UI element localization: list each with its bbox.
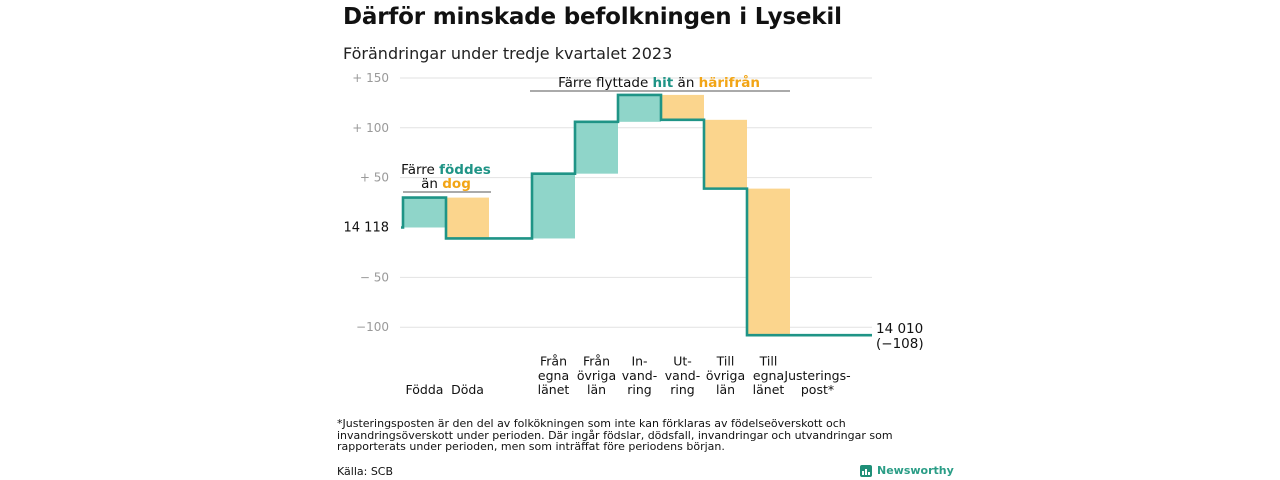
category-label: vand- xyxy=(622,368,657,383)
brand-logo: Newsworthy xyxy=(860,464,954,477)
category-label: egna xyxy=(753,368,784,383)
category-label: övriga xyxy=(706,368,745,383)
waterfall-bar xyxy=(661,94,704,120)
waterfall-chart: + 150 + 100 + 50 − 50 −100 14 118 Födda Döda Frå… xyxy=(344,71,924,397)
annotation-births-line1: Färre föddes xyxy=(401,162,491,178)
category-label: In- xyxy=(631,354,647,369)
waterfall-bar xyxy=(575,121,618,174)
y-tick-label: + 50 xyxy=(360,171,389,185)
category-label: egna xyxy=(538,368,569,383)
category-label: Från xyxy=(540,354,567,369)
category-label: Födda xyxy=(406,382,444,397)
y-tick-label: + 100 xyxy=(352,121,389,135)
waterfall-bar xyxy=(618,94,661,122)
annotation-migration: Färre flyttade hit än härifrån xyxy=(558,74,760,91)
source-label: Källa: SCB xyxy=(337,465,394,478)
category-label: Justerings- xyxy=(783,368,850,383)
y-tick-label: + 150 xyxy=(352,71,389,85)
end-change-label: (−108) xyxy=(876,336,924,352)
category-label: Ut- xyxy=(673,354,692,369)
chart-title: Därför minskade befolkningen i Lysekil xyxy=(343,4,842,30)
waterfall-bar xyxy=(704,119,747,189)
category-label: övriga xyxy=(577,368,616,383)
category-label: Från xyxy=(583,354,610,369)
category-label: län xyxy=(716,382,735,397)
y-tick-label: −100 xyxy=(356,320,389,334)
cumulative-step-line xyxy=(401,93,872,337)
category-label: post* xyxy=(801,382,834,397)
baseline-label: 14 118 xyxy=(344,221,390,236)
waterfall-bar xyxy=(747,188,790,336)
category-label: länet xyxy=(538,382,570,397)
footnote: *Justeringsposten är den del av folkökni… xyxy=(337,417,893,453)
newsworthy-logo-icon xyxy=(860,464,872,477)
y-tick-label: − 50 xyxy=(360,270,389,284)
brand-name: Newsworthy xyxy=(877,464,954,477)
chart-subtitle: Förändringar under tredje kvartalet 2023 xyxy=(343,44,673,63)
category-label: Döda xyxy=(451,382,484,397)
category-label: Till xyxy=(716,354,735,369)
category-label: ring xyxy=(670,382,694,397)
category-label: vand- xyxy=(665,368,700,383)
waterfall-bar xyxy=(532,173,575,239)
end-value-label: 14 010 xyxy=(876,321,923,337)
bars xyxy=(403,94,790,336)
annotation-births-line2: än dog xyxy=(421,176,471,192)
waterfall-bar xyxy=(403,197,446,228)
category-label: ring xyxy=(627,382,651,397)
category-label: län xyxy=(587,382,606,397)
gridlines xyxy=(400,77,872,328)
waterfall-bar xyxy=(446,197,489,239)
category-label: Till xyxy=(759,354,778,369)
category-label: länet xyxy=(753,382,785,397)
